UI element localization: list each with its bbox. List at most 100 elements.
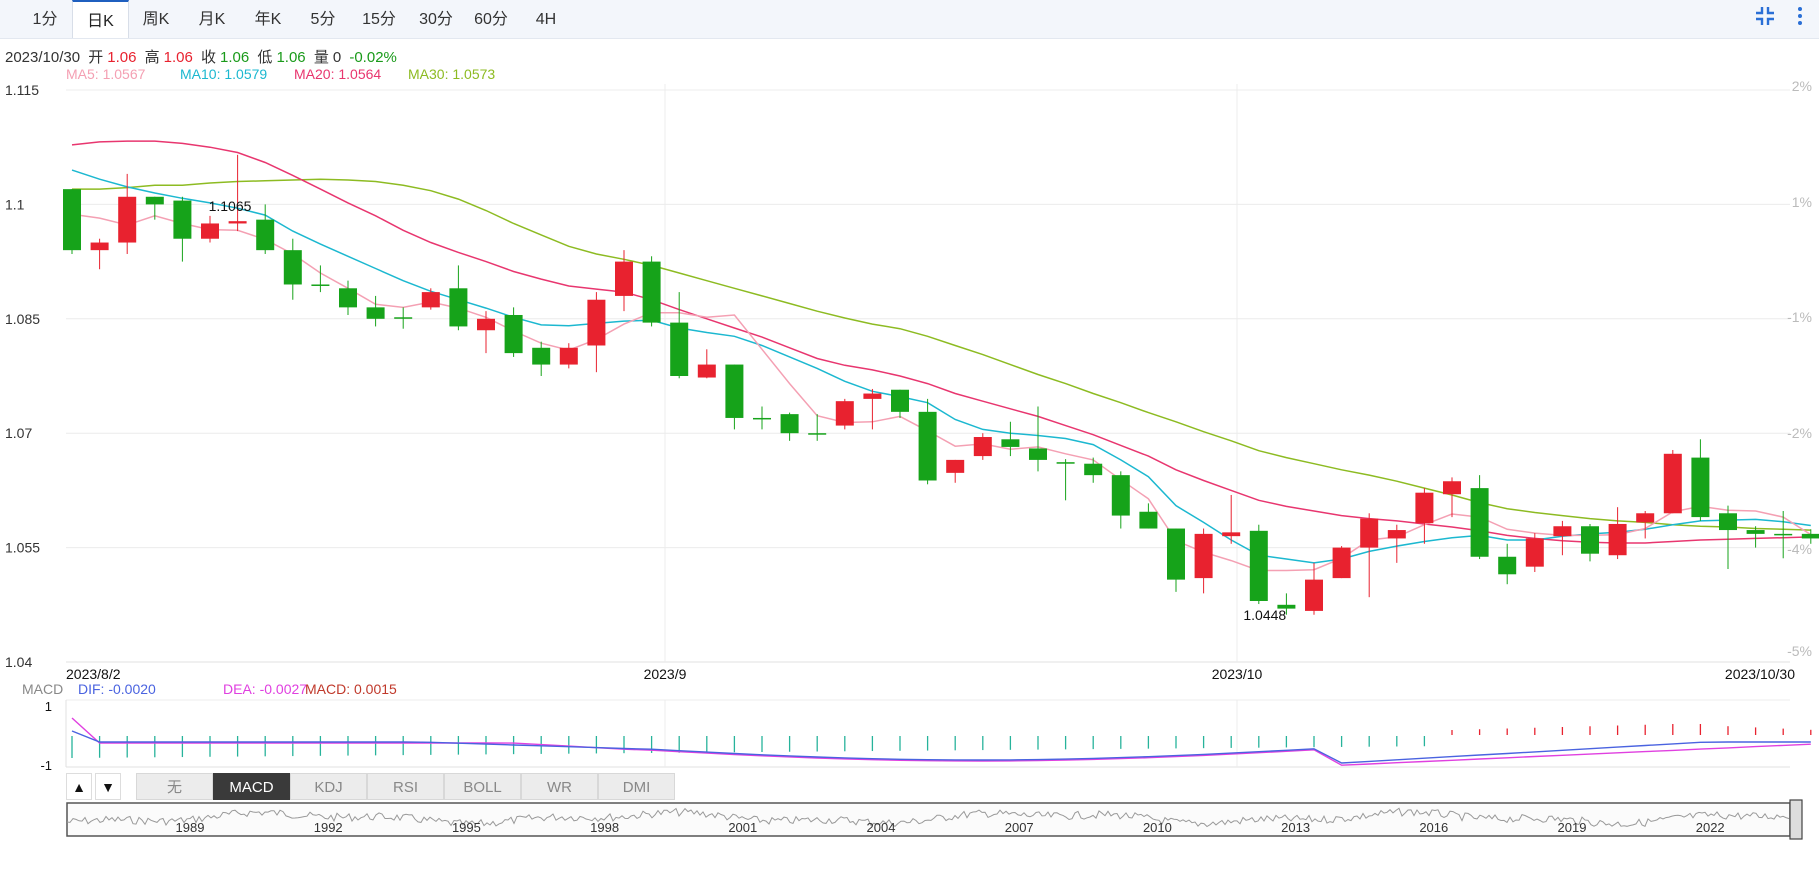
candle-body — [532, 347, 551, 365]
y-right-tick-label: 2% — [1792, 78, 1812, 94]
indicator-none[interactable]: 无 — [136, 773, 213, 800]
candle-body — [1139, 511, 1158, 529]
overview-range-handle — [1789, 799, 1803, 840]
x-tick-label: 2023/8/2 — [66, 666, 121, 682]
indicator-dmi[interactable]: DMI — [598, 773, 675, 800]
candle-body — [90, 242, 109, 251]
candle-body — [1691, 457, 1710, 518]
y-right-tick-label: -2% — [1787, 425, 1812, 441]
period-tab-bar: 1分 日K 周K 月K 年K 5分 15分 30分 60分 4H — [0, 0, 1819, 39]
candle-body — [1249, 530, 1268, 601]
ma5-legend: MA5: 1.0567 — [66, 66, 146, 82]
candle-body — [753, 417, 771, 420]
candle-body — [228, 221, 247, 224]
overview-year-label: 2007 — [1005, 820, 1034, 835]
indicator-kdj[interactable]: KDJ — [290, 773, 367, 800]
indicator-macd[interactable]: MACD — [213, 773, 290, 800]
candle-body — [1801, 533, 1819, 539]
info-vol-label: 量 — [313, 49, 329, 66]
candle-body — [118, 196, 137, 243]
info-change: -0.02% — [349, 49, 397, 66]
overview-year-label: 1998 — [590, 820, 619, 835]
tab-30min[interactable]: 30分 — [419, 11, 453, 28]
ma20-line — [71, 140, 1811, 544]
dea-label: DEA: -0.0027 — [223, 681, 308, 697]
scroll-up-button[interactable]: ▲ — [66, 773, 92, 800]
info-high-label: 高 — [144, 49, 160, 66]
y-tick-label: 1.07 — [5, 425, 32, 441]
overview-year-label: 2010 — [1143, 820, 1172, 835]
candle-body — [1498, 556, 1517, 575]
candle-body — [1029, 448, 1047, 460]
candle-body — [1111, 475, 1130, 516]
candle-body — [863, 393, 882, 399]
tab-15min[interactable]: 15分 — [362, 11, 396, 28]
candle-body — [477, 318, 495, 331]
x-tick-label: 2023/10 — [1212, 666, 1263, 682]
y-right-tick-label: 1% — [1792, 194, 1812, 210]
candle-body — [173, 200, 192, 239]
candle-body — [1608, 523, 1627, 556]
ma5-line — [71, 213, 1812, 572]
overview-line — [66, 807, 1790, 828]
low-annotation: 1.0448 — [1243, 607, 1286, 623]
tab-day-k[interactable]: 日K — [72, 0, 129, 38]
info-open: 1.06 — [107, 49, 137, 66]
scroll-down-button[interactable]: ▼ — [95, 773, 121, 800]
macd-value-label: MACD: 0.0015 — [305, 681, 397, 697]
candle-body — [1167, 528, 1185, 580]
candle-body — [1084, 463, 1103, 476]
candle-body — [1001, 439, 1020, 447]
candle-body — [835, 401, 854, 426]
candle-body — [366, 307, 385, 319]
tab-1min[interactable]: 1分 — [32, 11, 58, 28]
overview-year-label: 1992 — [314, 820, 343, 835]
overview-year-label: 2016 — [1419, 820, 1448, 835]
candle-body — [504, 314, 523, 354]
info-low-label: 低 — [257, 49, 273, 66]
tab-5min[interactable]: 5分 — [310, 11, 336, 28]
candle-body — [1525, 538, 1544, 567]
y-right-tick-label: -4% — [1787, 541, 1812, 557]
overview-year-label: 2001 — [728, 820, 757, 835]
y-tick-label: 1.1 — [5, 196, 25, 212]
candle-body — [559, 347, 578, 365]
ma20-legend: MA20: 1.0564 — [294, 66, 382, 82]
y-tick-label: 1.055 — [5, 540, 40, 556]
candle-body — [1636, 513, 1655, 523]
candle-body — [1470, 488, 1489, 557]
indicator-rsi[interactable]: RSI — [367, 773, 444, 800]
candle-body — [1387, 530, 1406, 539]
tab-week-k[interactable]: 周K — [142, 11, 170, 28]
tab-4h[interactable]: 4H — [535, 11, 557, 28]
candle-body — [1581, 526, 1599, 554]
candle-body — [973, 437, 992, 457]
candle-body — [642, 261, 661, 323]
candle-body — [256, 219, 275, 251]
candle-body — [670, 322, 689, 376]
candle-body — [1056, 462, 1075, 464]
candle-body — [1746, 530, 1765, 534]
candle-body — [780, 414, 799, 434]
candle-body — [311, 284, 330, 286]
candle-body — [1332, 547, 1351, 579]
indicator-wr[interactable]: WR — [521, 773, 598, 800]
candle-body — [201, 223, 219, 239]
ma10-line — [71, 169, 1811, 564]
overview-year-label: 2019 — [1558, 820, 1587, 835]
candle-body — [63, 189, 81, 251]
y-right-tick-label: -1% — [1787, 309, 1812, 325]
candle-body — [1553, 526, 1572, 537]
tab-year-k[interactable]: 年K — [254, 11, 282, 28]
tab-60min[interactable]: 60分 — [474, 11, 508, 28]
y-tick-label: 1.085 — [5, 311, 40, 327]
collapse-fullscreen-icon[interactable] — [1752, 5, 1778, 31]
more-options-icon[interactable] — [1787, 5, 1813, 31]
candle-body — [1277, 604, 1296, 609]
candle-body — [449, 288, 468, 327]
info-close-label: 收 — [201, 49, 217, 66]
indicator-boll[interactable]: BOLL — [444, 773, 521, 800]
tab-month-k[interactable]: 月K — [198, 11, 226, 28]
